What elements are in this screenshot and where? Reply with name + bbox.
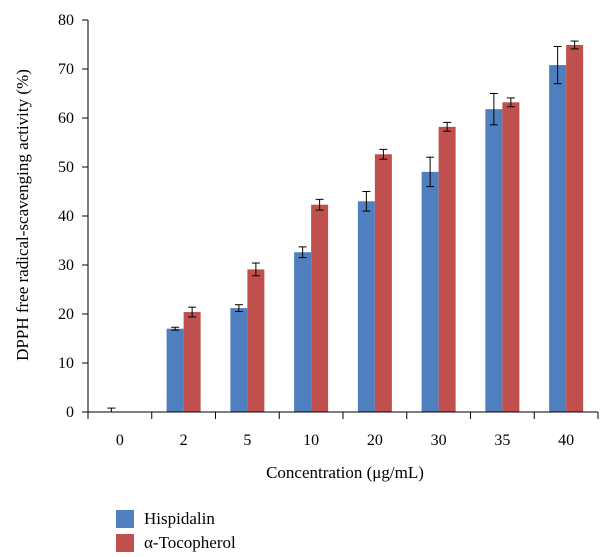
x-tick-label: 0 [116, 432, 124, 449]
y-tick-label: 70 [58, 61, 74, 78]
legend-swatch [116, 534, 134, 552]
bar-hispidalin [549, 65, 567, 412]
x-tick-label: 10 [303, 432, 319, 449]
y-tick-label: 10 [58, 355, 74, 372]
bar-hispidalin [485, 109, 503, 413]
bar-group [166, 44, 584, 413]
x-tick-label: 2 [180, 432, 188, 449]
axes: 0 10 20 30 40 50 60 70 80 0 2 5 10 20 30 35 40 [58, 12, 599, 449]
legend: Hispidalin α-Tocopherol [116, 507, 236, 555]
x-tick-label: 5 [243, 432, 251, 449]
y-tick-label: 80 [58, 12, 74, 29]
legend-swatch [116, 510, 134, 528]
bar-tocopherol [247, 269, 265, 412]
bar-tocopherol [183, 312, 201, 412]
bar-tocopherol [566, 44, 584, 413]
legend-item-tocopherol: α-Tocopherol [116, 531, 236, 555]
y-tick-label: 50 [58, 159, 74, 176]
bar-hispidalin [421, 171, 439, 412]
x-tick-label: 30 [431, 432, 447, 449]
y-tick-label: 40 [58, 208, 74, 225]
x-axis-title: Concentration (μg/mL) [266, 463, 424, 482]
y-axis-title: DPPH free radical-scavenging activity (%… [13, 69, 32, 361]
x-tick-label: 35 [494, 432, 510, 449]
x-tick-label: 40 [558, 432, 574, 449]
bar-hispidalin [357, 201, 375, 412]
bar-tocopherol [311, 204, 329, 412]
bar-tocopherol [374, 154, 392, 412]
legend-label: α-Tocopherol [144, 533, 236, 552]
bar-tocopherol [502, 102, 520, 412]
bar-hispidalin [294, 252, 312, 412]
legend-item-hispidalin: Hispidalin [116, 507, 236, 531]
bar-chart: DPPH free radical-scavenging activity (%… [13, 12, 599, 482]
x-tick-label: 20 [367, 432, 383, 449]
bar-hispidalin [166, 328, 184, 412]
bar-hispidalin [230, 308, 248, 412]
y-tick-label: 30 [58, 257, 74, 274]
error-bar-group [107, 40, 579, 413]
legend-label: Hispidalin [144, 509, 215, 528]
y-tick-label: 60 [58, 110, 74, 127]
bar-tocopherol [438, 126, 456, 412]
y-tick-label: 20 [58, 306, 74, 323]
y-tick-label: 0 [66, 404, 74, 421]
